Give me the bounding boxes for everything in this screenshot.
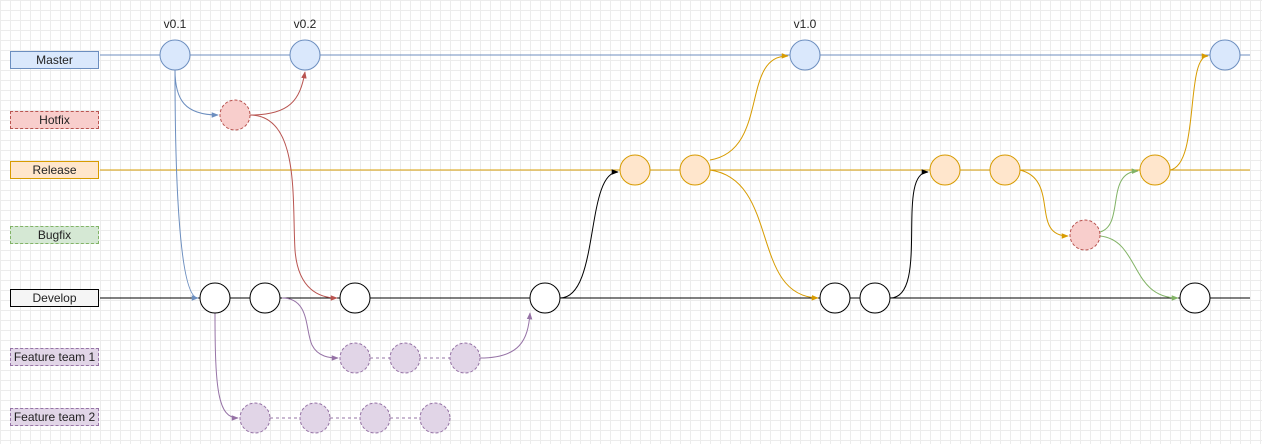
commit-master-v0-2 <box>289 39 321 71</box>
commit-develop-1 <box>199 282 231 314</box>
branch-label-master: Master <box>10 51 99 69</box>
commit-feature1-1 <box>339 342 371 374</box>
branch-label-release: Release <box>10 161 99 179</box>
commit-develop-4 <box>529 282 561 314</box>
edge-hotfix-to-develop <box>249 114 338 301</box>
commit-develop-6 <box>859 282 891 314</box>
edge-release-to-master-v1 <box>709 53 789 161</box>
tag-v0-1: v0.1 <box>163 17 187 31</box>
commit-feature1-3 <box>449 342 481 374</box>
commit-master-v0-1 <box>159 39 191 71</box>
commit-develop-5 <box>819 282 851 314</box>
commit-bugfix <box>1069 219 1101 251</box>
tag-v0-2: v0.2 <box>293 17 317 31</box>
commit-master-final <box>1209 39 1241 71</box>
commit-feature2-3 <box>359 402 391 434</box>
edge-bugfix-to-release <box>1099 168 1139 233</box>
branch-label-hotfix: Hotfix <box>10 111 99 129</box>
commit-develop-7 <box>1179 282 1211 314</box>
commit-release-4 <box>989 154 1021 186</box>
tag-v1-0: v1.0 <box>793 17 817 31</box>
branch-label-bugfix: Bugfix <box>10 226 99 244</box>
edge-master-to-hotfix <box>174 69 219 118</box>
commit-release-3 <box>929 154 961 186</box>
edge-develop-to-release-2 <box>889 169 929 299</box>
commit-release-5 <box>1139 154 1171 186</box>
edge-hotfix-to-master <box>249 71 307 116</box>
commit-hotfix <box>219 99 251 131</box>
edge-develop-to-release <box>559 169 619 299</box>
branch-label-feature-team-1: Feature team 1 <box>10 348 99 366</box>
branch-label-feature-team-2: Feature team 2 <box>10 408 99 426</box>
commit-feature2-1 <box>239 402 271 434</box>
commit-release-2 <box>679 154 711 186</box>
commit-release-1 <box>619 154 651 186</box>
edge-master-to-develop <box>174 69 199 301</box>
edge-release-to-develop <box>709 169 819 301</box>
edge-release-to-bugfix <box>1019 169 1069 239</box>
edge-feature1-to-develop <box>479 312 533 359</box>
commit-develop-3 <box>339 282 371 314</box>
edge-bugfix-to-develop <box>1099 235 1179 301</box>
commit-feature2-2 <box>299 402 331 434</box>
commit-master-v1-0 <box>789 39 821 71</box>
edge-develop-to-feature1 <box>281 297 339 361</box>
commit-feature2-4 <box>419 402 451 434</box>
branch-label-develop: Develop <box>10 289 99 307</box>
edge-release-to-master-final <box>1169 53 1209 171</box>
commit-feature1-2 <box>389 342 421 374</box>
commit-develop-2 <box>249 282 281 314</box>
edge-develop-to-feature2 <box>214 312 239 421</box>
